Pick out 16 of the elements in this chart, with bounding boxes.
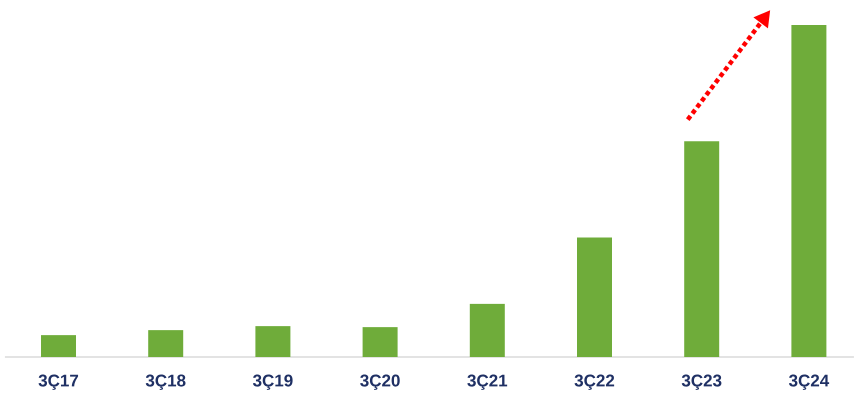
x-tick-label: 3Ç18 [146, 374, 186, 390]
x-tick-label: 3Ç21 [467, 374, 508, 390]
x-tick-label: 3Ç22 [574, 374, 614, 390]
x-tick-label: 3Ç19 [252, 374, 293, 390]
bar [470, 304, 505, 357]
bar [362, 327, 398, 357]
x-tick-label: 3Ç17 [38, 374, 78, 390]
bar [255, 326, 290, 357]
x-tick-label: 3Ç24 [788, 374, 830, 390]
x-tick-label: 3Ç20 [360, 374, 400, 390]
bar [41, 335, 76, 357]
bar [577, 237, 612, 357]
bar [148, 330, 184, 357]
bar [791, 25, 826, 357]
x-tick-label: 3Ç23 [682, 374, 722, 390]
bar [684, 141, 720, 357]
